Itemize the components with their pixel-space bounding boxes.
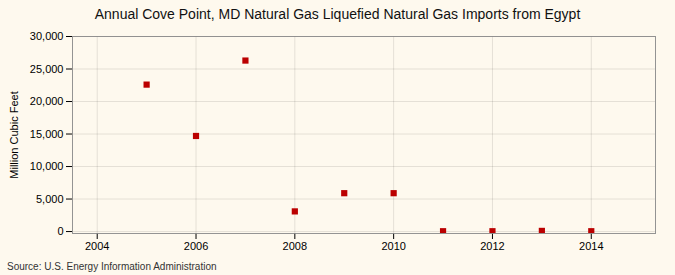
svg-text:2014: 2014: [579, 240, 603, 252]
svg-text:2006: 2006: [184, 240, 208, 252]
svg-text:30,000: 30,000: [30, 30, 64, 42]
svg-text:0: 0: [57, 225, 63, 237]
svg-text:2010: 2010: [381, 240, 405, 252]
svg-text:10,000: 10,000: [30, 160, 64, 172]
svg-text:2004: 2004: [85, 240, 109, 252]
svg-text:20,000: 20,000: [30, 95, 64, 107]
svg-text:2012: 2012: [480, 240, 504, 252]
svg-text:5,000: 5,000: [36, 193, 64, 205]
html-text:Source: U.S. Energy Informatio: Source: U.S. Energy Information Administ…: [7, 261, 217, 272]
svg-text:15,000: 15,000: [30, 128, 64, 140]
svg-text:2008: 2008: [283, 240, 307, 252]
svg-text:Million Cubic Feet: Million Cubic Feet: [8, 91, 20, 178]
html-text:Annual Cove Point, MD Natural: Annual Cove Point, MD Natural Gas Liquef…: [94, 6, 581, 22]
svg-text:25,000: 25,000: [30, 63, 64, 75]
